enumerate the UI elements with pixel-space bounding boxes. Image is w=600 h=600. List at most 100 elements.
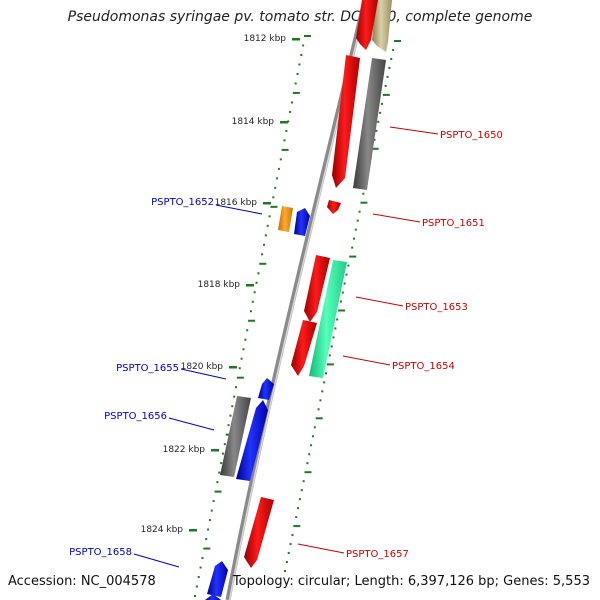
track-dot-inner <box>223 443 226 446</box>
track-dot-inner <box>244 338 247 341</box>
gene-label-pspto-1654[interactable]: PSPTO_1654 <box>392 361 455 372</box>
gene-arrow-pspto-1651[interactable] <box>327 200 341 214</box>
gene-arrow-green[interactable] <box>309 260 347 378</box>
track-dot-outer <box>308 453 311 456</box>
gene-arrow-tan[interactable] <box>372 0 392 52</box>
track-dot-outer <box>394 40 401 42</box>
track-dot-outer <box>386 75 389 78</box>
gene-label-pspto-1652[interactable]: PSPTO_1652 <box>151 197 214 208</box>
gene-leader-line <box>133 553 180 568</box>
gene-arrow-red[interactable] <box>356 0 378 50</box>
gene-label-pspto-1653[interactable]: PSPTO_1653 <box>405 302 468 313</box>
track-dot-inner <box>242 348 245 351</box>
tick-label: 1812 kbp <box>244 34 287 44</box>
track-dot-inner <box>274 186 277 189</box>
tick-mark <box>229 366 237 369</box>
tick-label: 1824 kbp <box>141 525 184 535</box>
tick-mark <box>280 121 288 124</box>
track-dot-inner <box>233 395 236 398</box>
track-dot-outer <box>349 255 357 258</box>
track-dot-inner <box>277 167 280 170</box>
gene-arrows <box>205 0 392 600</box>
track-dot-inner <box>238 367 241 370</box>
gene-arrow-orange[interactable] <box>278 206 293 232</box>
track-dot-inner <box>208 519 211 522</box>
track-dot-outer <box>319 399 322 402</box>
track-dot-outer <box>341 291 344 294</box>
track-dot-outer <box>388 66 391 69</box>
track-dot-inner <box>201 557 204 560</box>
track-dot-outer <box>347 264 350 267</box>
gene-arrow-pspto-1658[interactable] <box>207 561 228 597</box>
gene-arrow-gray-2[interactable] <box>220 396 251 477</box>
track-dot-inner <box>285 129 288 132</box>
track-dot-outer <box>379 111 382 114</box>
tick-marks <box>194 35 401 597</box>
gene-label-pspto-1650[interactable]: PSPTO_1650 <box>440 130 503 141</box>
gene-label-pspto-1651[interactable]: PSPTO_1651 <box>422 218 485 229</box>
gene-arrow-blue-partial[interactable] <box>205 594 221 600</box>
track-dot-outer <box>315 417 323 420</box>
tick-mark <box>292 38 300 41</box>
track-dot-outer <box>371 147 379 150</box>
gene-arrow-pspto-1653[interactable] <box>304 255 330 322</box>
track-dot-outer <box>326 363 334 366</box>
tick-labels: 1812 kbp 1814 kbp 1816 kbp 1818 kbp 1820 kbp… <box>141 34 300 535</box>
track-dot-inner <box>229 414 232 417</box>
track-dot-inner <box>302 44 305 47</box>
track-dot-inner <box>287 120 290 123</box>
track-dot-outer <box>321 390 324 393</box>
tick-label: 1818 kbp <box>198 280 241 290</box>
gene-arrow-pspto-1654[interactable] <box>291 320 317 376</box>
gene-arrow-pspto-1657[interactable] <box>244 497 274 568</box>
track-dot-outer <box>345 273 348 276</box>
track-dot-outer <box>284 570 286 572</box>
track-dot-inner <box>253 291 256 294</box>
track-dot-inner <box>210 509 213 512</box>
track-dot-inner <box>294 82 297 85</box>
track-dot-outer <box>336 318 339 321</box>
genome-summary-label: Topology: circular; Length: 6,397,126 bp… <box>232 574 590 589</box>
track-dot-outer <box>390 57 393 60</box>
track-dot-inner <box>214 490 222 493</box>
gene-leader-line <box>215 204 263 215</box>
track-dot-inner <box>197 576 200 579</box>
gene-leader-line <box>372 213 421 223</box>
track-dot-inner <box>205 538 208 541</box>
track-dot-outer <box>293 525 301 528</box>
track-dot-outer <box>311 435 314 438</box>
track-dot-outer <box>317 408 320 411</box>
track-dot-outer <box>330 345 333 348</box>
track-dot-inner <box>283 139 286 142</box>
gene-arrow-pspto-1650[interactable] <box>332 55 360 188</box>
track-dot-outer <box>304 471 312 474</box>
track-dot-inner <box>236 376 244 379</box>
track-dot-outer <box>302 480 305 483</box>
track-dot-outer <box>295 516 298 519</box>
track-dot-outer <box>285 561 288 564</box>
track-dot-inner <box>194 595 196 597</box>
track-dot-inner <box>255 281 258 284</box>
track-dot-outer <box>360 201 368 204</box>
gene-labels: PSPTO_1650 PSPTO_1651 PSPTO_1652 PSPTO_1653… <box>69 126 503 568</box>
gene-arrow-pspto-1655[interactable] <box>258 378 274 400</box>
track-dot-inner <box>216 481 219 484</box>
gene-label-pspto-1658[interactable]: PSPTO_1658 <box>69 547 132 558</box>
gene-label-pspto-1655[interactable]: PSPTO_1655 <box>116 363 179 374</box>
track-dot-outer <box>313 426 316 429</box>
gene-arrow-pspto-1656[interactable] <box>236 400 268 481</box>
track-dot-outer <box>334 327 337 330</box>
track-dot-outer <box>339 300 342 303</box>
gene-arrow-pspto-1652[interactable] <box>294 208 310 236</box>
gene-label-pspto-1657[interactable]: PSPTO_1657 <box>346 549 409 560</box>
track-dot-inner <box>270 205 278 208</box>
tick-mark <box>263 202 271 205</box>
track-dot-outer <box>310 444 313 447</box>
track-dot-outer <box>352 237 355 240</box>
gene-arrow-gray[interactable] <box>353 58 386 190</box>
track-dot-outer <box>298 498 301 501</box>
track-dot-outer <box>289 543 292 546</box>
track-dot-inner <box>279 158 282 161</box>
gene-label-pspto-1656[interactable]: PSPTO_1656 <box>104 411 167 422</box>
track-dot-inner <box>262 243 265 246</box>
